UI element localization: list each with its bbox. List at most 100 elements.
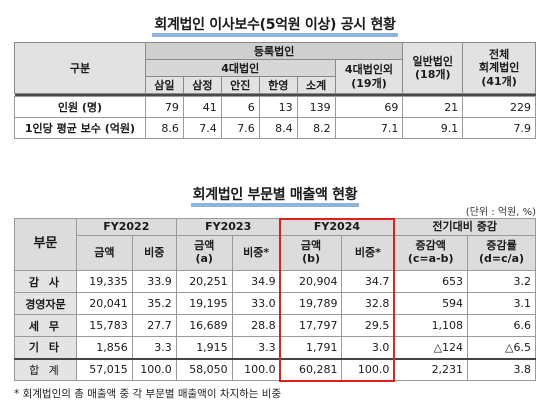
group-header-registered: 등록법인 bbox=[144, 42, 404, 60]
cell: 34.9 bbox=[231, 270, 281, 293]
cell: 100.0 bbox=[341, 357, 395, 381]
row-label: 합 계 bbox=[14, 357, 77, 381]
col-header-samjong: 삼정 bbox=[182, 76, 222, 94]
year-header-fy2024: FY2024 bbox=[279, 218, 395, 236]
cell: 19,335 bbox=[75, 270, 133, 293]
col-header-hanyoung: 한영 bbox=[258, 76, 298, 94]
col-header-diff: 증감액 (c=a-b) bbox=[393, 235, 469, 271]
cell: 29.5 bbox=[341, 314, 395, 337]
col-header-ratio-star: 비중* bbox=[231, 235, 281, 271]
table-row: 기 타 1,856 3.3 1,915 3.3 1,791 3.0 △124 △… bbox=[14, 336, 536, 359]
row-label: 경영자문 bbox=[14, 292, 77, 315]
cell: 35.2 bbox=[131, 292, 177, 315]
cell: 100.0 bbox=[131, 357, 177, 381]
table-row: 경영자문 20,041 35.2 19,195 33.0 19,789 32.8… bbox=[14, 292, 536, 315]
cell: 7.6 bbox=[220, 117, 260, 139]
table-row-total: 합 계 57,015 100.0 58,050 100.0 60,281 100… bbox=[14, 357, 536, 381]
row-label: 세 무 bbox=[14, 314, 77, 337]
cell: 7.9 bbox=[462, 117, 536, 139]
year-header-fy2023: FY2023 bbox=[175, 218, 281, 236]
cell: 3.3 bbox=[231, 336, 281, 359]
col-header-general: 일반법인 (18개) bbox=[402, 42, 464, 94]
cell: 3.3 bbox=[131, 336, 177, 359]
cell: 6 bbox=[220, 96, 260, 118]
yoy-header: 전기대비 증감 bbox=[393, 218, 536, 236]
cell: 1,915 bbox=[175, 336, 233, 359]
cell: 60,281 bbox=[279, 357, 343, 381]
cell: 19,789 bbox=[279, 292, 343, 315]
cell: 13 bbox=[258, 96, 298, 118]
cell: 100.0 bbox=[231, 357, 281, 381]
cell: 41 bbox=[182, 96, 222, 118]
cell: 20,904 bbox=[279, 270, 343, 293]
cell: 9.1 bbox=[402, 117, 464, 139]
cell: 34.7 bbox=[341, 270, 395, 293]
cell: 3.1 bbox=[467, 292, 536, 315]
cell: 1,856 bbox=[75, 336, 133, 359]
cell: 32.8 bbox=[341, 292, 395, 315]
row-label: 인원 (명) bbox=[14, 96, 146, 118]
col-header-samil: 삼일 bbox=[144, 76, 184, 94]
cell: 7.4 bbox=[182, 117, 222, 139]
cell: 8.2 bbox=[296, 117, 336, 139]
cell: 139 bbox=[296, 96, 336, 118]
row-label: 1인당 평균 보수 (억원) bbox=[14, 117, 146, 139]
cell: 28.8 bbox=[231, 314, 281, 337]
unit-label: (단위 : 억원, %) bbox=[465, 207, 536, 218]
cell: 19,195 bbox=[175, 292, 233, 315]
table1-title: 회계법인 이사보수(5억원 이상) 공시 현황 bbox=[0, 14, 550, 37]
col-header-amount-b: 금액 (b) bbox=[279, 235, 343, 271]
col-header-category: 구분 bbox=[14, 42, 146, 94]
cell: 16,689 bbox=[175, 314, 233, 337]
col-header-rate: 증감률 (d=c/a) bbox=[467, 235, 536, 271]
cell: 6.6 bbox=[467, 314, 536, 337]
year-header-fy2022: FY2022 bbox=[75, 218, 177, 236]
cell: 1,108 bbox=[393, 314, 469, 337]
cell: 3.2 bbox=[467, 270, 536, 293]
col-header-subtotal: 소계 bbox=[296, 76, 336, 94]
col-header-ratio: 비중 bbox=[131, 235, 177, 271]
cell: 33.9 bbox=[131, 270, 177, 293]
cell: 17,797 bbox=[279, 314, 343, 337]
footnote: * 회계법인의 총 매출액 중 각 부문별 매출액이 차지하는 비중 bbox=[14, 388, 282, 400]
col-header-total: 전체 회계법인 (41개) bbox=[462, 42, 536, 94]
table-row: 인원 (명) 79 41 6 13 139 69 21 229 bbox=[14, 96, 536, 118]
cell: 653 bbox=[393, 270, 469, 293]
cell: 3.0 bbox=[341, 336, 395, 359]
table-row: 감 사 19,335 33.9 20,251 34.9 20,904 34.7 … bbox=[14, 270, 536, 293]
cell: 69 bbox=[334, 96, 404, 118]
cell: 2,231 bbox=[393, 357, 469, 381]
cell: 21 bbox=[402, 96, 464, 118]
cell: 3.8 bbox=[467, 357, 536, 381]
cell: 27.7 bbox=[131, 314, 177, 337]
cell: 594 bbox=[393, 292, 469, 315]
col-header-amount: 금액 bbox=[75, 235, 133, 271]
row-label: 기 타 bbox=[14, 336, 77, 359]
director-pay-table: 구분 등록법인 일반법인 (18개) 전체 회계법인 (41개) 4대법인 4대… bbox=[14, 42, 536, 139]
col-header-amount-a: 금액 (a) bbox=[175, 235, 233, 271]
subgroup-header-big4: 4대법인 bbox=[144, 59, 336, 77]
table2-title: 회계법인 부문별 매출액 현황 bbox=[0, 184, 550, 207]
table-row: 세 무 15,783 27.7 16,689 28.8 17,797 29.5 … bbox=[14, 314, 536, 337]
cell: 8.6 bbox=[144, 117, 184, 139]
cell: 57,015 bbox=[75, 357, 133, 381]
col-header-ratio-star2: 비중* bbox=[341, 235, 395, 271]
cell: 7.1 bbox=[334, 117, 404, 139]
cell: 1,791 bbox=[279, 336, 343, 359]
col-header-anjin: 안진 bbox=[220, 76, 260, 94]
revenue-table: 부문 FY2022 FY2023 FY2024 전기대비 증감 금액 비중 금액… bbox=[14, 218, 536, 381]
table-row: 1인당 평균 보수 (억원) 8.6 7.4 7.6 8.4 8.2 7.1 9… bbox=[14, 117, 536, 139]
row-label: 감 사 bbox=[14, 270, 77, 293]
col-header-division: 부문 bbox=[14, 218, 77, 271]
cell: △124 bbox=[393, 336, 469, 359]
cell: △6.5 bbox=[467, 336, 536, 359]
cell: 79 bbox=[144, 96, 184, 118]
cell: 58,050 bbox=[175, 357, 233, 381]
cell: 33.0 bbox=[231, 292, 281, 315]
cell: 20,041 bbox=[75, 292, 133, 315]
cell: 20,251 bbox=[175, 270, 233, 293]
cell: 15,783 bbox=[75, 314, 133, 337]
cell: 229 bbox=[462, 96, 536, 118]
cell: 8.4 bbox=[258, 117, 298, 139]
col-header-outside-big4: 4대법인외 (19개) bbox=[334, 59, 404, 94]
